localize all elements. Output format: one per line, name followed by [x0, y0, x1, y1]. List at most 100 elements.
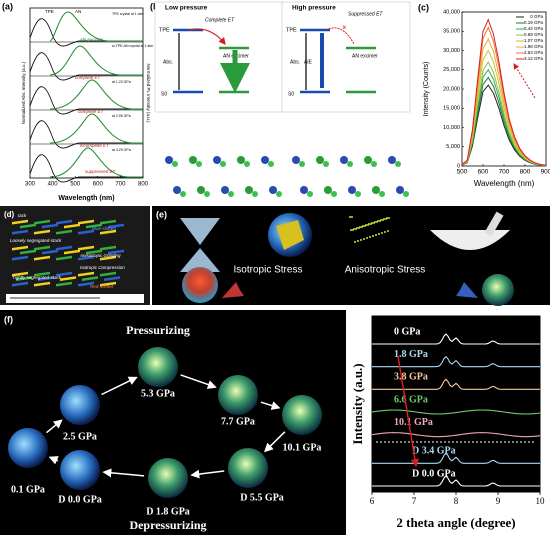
x-tick-label: 500 [70, 182, 81, 188]
label: TPE [286, 27, 297, 33]
powder [378, 233, 380, 235]
pressure-image [138, 347, 178, 387]
x-tick-label: 800 [520, 169, 531, 176]
powder [357, 240, 359, 242]
y-tick-label: 0 [457, 163, 460, 169]
stack-bar [56, 255, 72, 261]
stack-bar [34, 245, 50, 251]
molecule [292, 156, 300, 164]
y-axis-label: Intensity (Counts) [423, 62, 430, 117]
stack-bar [86, 249, 102, 255]
molecule [323, 161, 329, 167]
label: complete ET [75, 75, 102, 80]
legend-label: 3.12 GPa [524, 56, 544, 61]
stack-bar [86, 223, 102, 229]
xrd-curve [371, 409, 541, 415]
pressure-label: 10.1 GPa [283, 442, 322, 453]
sample [482, 274, 514, 306]
molecule [221, 186, 229, 194]
y-tick-label: 10,000 [443, 125, 460, 131]
x-axis-label: 2 theta angle (degree) [396, 515, 515, 530]
xrd-curve [372, 475, 540, 487]
pestle [484, 211, 504, 237]
powder [354, 241, 356, 243]
pressure-image [60, 450, 100, 490]
xrd-curve [372, 333, 540, 345]
label: S0 [288, 91, 294, 97]
powder [384, 231, 386, 233]
label: (c) [418, 2, 429, 12]
stress-arrow [222, 262, 280, 298]
stack-bar [34, 219, 50, 225]
molecule [204, 191, 210, 197]
stack-bar [64, 223, 80, 229]
molecule [252, 191, 258, 197]
molecule [364, 156, 372, 164]
label: Red-shifted [90, 284, 114, 289]
label: at 1.23 GPa [112, 80, 131, 84]
stack-bar [34, 271, 50, 277]
stack-bar [104, 276, 120, 281]
sample-crystal [276, 220, 304, 250]
pressure-label: D 0.0 GPa [58, 494, 102, 505]
stack-bar [56, 219, 72, 225]
powder [367, 224, 369, 226]
molecule [300, 186, 308, 194]
sample [182, 267, 218, 303]
powder [366, 237, 368, 239]
molecule [331, 191, 337, 197]
pl-curve [49, 11, 143, 42]
scheme-box [154, 1, 284, 113]
y-tick-label: 30,000 [443, 48, 460, 54]
stack-bar [108, 249, 124, 255]
molecule [213, 156, 221, 164]
pressure-label: 7.7 GPa [221, 416, 255, 427]
pressure-label: 5.3 GPa [141, 388, 175, 399]
stack-bar [78, 245, 94, 251]
label: Anisotropic Grinding [79, 253, 121, 258]
molecule [348, 186, 356, 194]
stack-bar [100, 245, 116, 251]
powder [358, 227, 360, 229]
cycle-arrow [264, 431, 286, 453]
pressure-image [8, 428, 48, 468]
label: Blue-shifted [92, 226, 116, 231]
molecule [403, 191, 409, 197]
stress-arrow [420, 262, 478, 298]
molecule [347, 161, 353, 167]
label: complete ET [78, 109, 105, 114]
x-tick-label: 9 [496, 496, 501, 506]
x-tick-label: 800 [138, 182, 149, 188]
molecule [379, 191, 385, 197]
powder [352, 229, 354, 231]
curve-label: 1.8 GPa [394, 349, 428, 360]
abs-curve [29, 120, 143, 149]
y-tick-label: 35,000 [443, 29, 460, 35]
molecule [245, 186, 253, 194]
label: Loosely segregated-stack [10, 238, 62, 243]
powder [355, 228, 357, 230]
stack-bar [12, 281, 28, 287]
molecule [172, 161, 178, 167]
abs-curve [29, 86, 143, 115]
stack-bar [108, 223, 124, 229]
diamond-anvil [180, 218, 220, 245]
powder [375, 234, 377, 236]
label: AN excimer [352, 53, 378, 59]
molecule [276, 191, 282, 197]
label: suppressed ET [85, 169, 117, 174]
stack-bar [60, 276, 76, 281]
pressure-image [228, 448, 268, 488]
stack-bar [56, 229, 72, 235]
stack-bar [38, 276, 54, 281]
stack-bar [42, 223, 58, 229]
stack-bar [78, 255, 94, 261]
curve-label: 0 GPa [394, 326, 420, 337]
y-axis-label: Intensity (a.u.) [350, 363, 365, 444]
stack-bar [100, 229, 116, 235]
et-arrow [188, 28, 226, 45]
stack-bar [78, 219, 94, 225]
stack-bar [78, 281, 94, 287]
x-axis-label: Wavelength (nm) [58, 195, 114, 202]
pressure-image [282, 395, 322, 435]
